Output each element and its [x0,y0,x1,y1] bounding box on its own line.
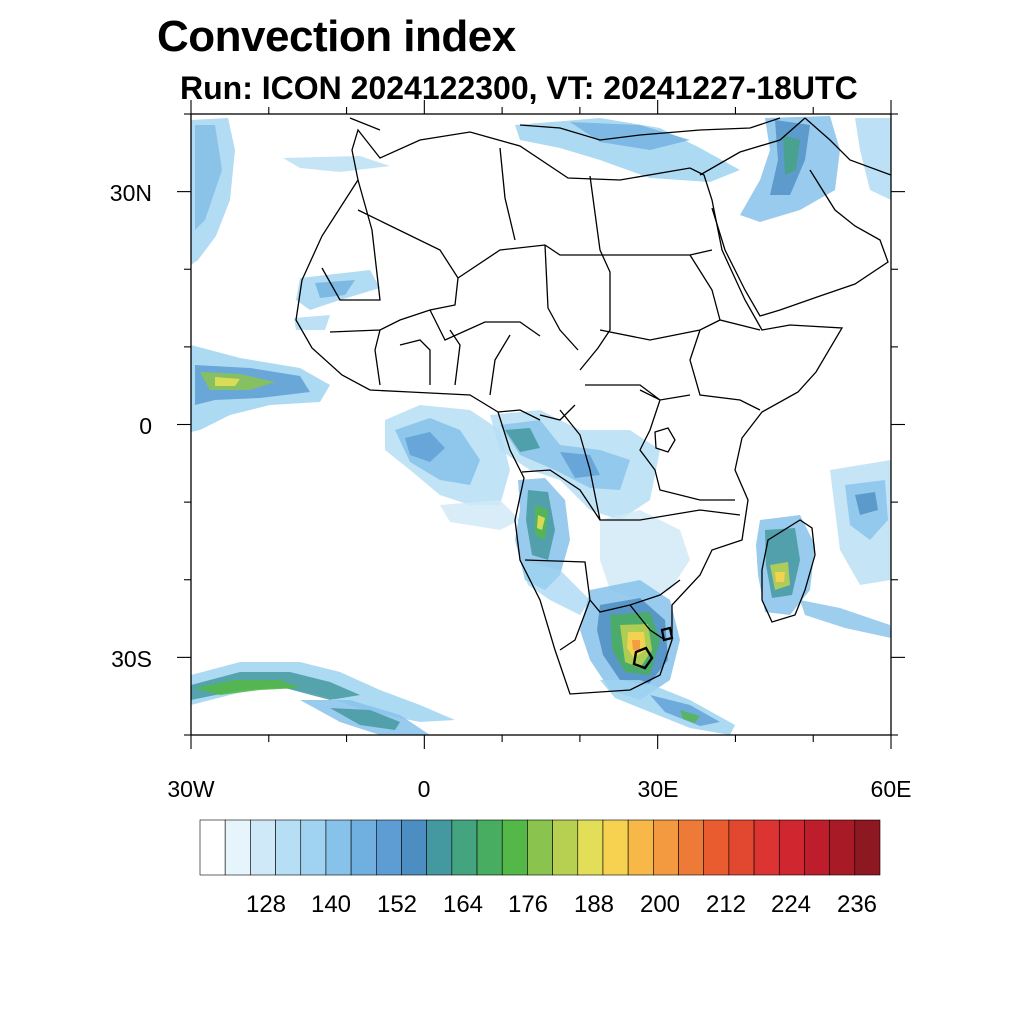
colorbar-swatch [577,819,604,876]
colorbar-swatch [325,819,352,876]
colorbar-swatch [854,819,881,876]
colorbar-label-176: 176 [508,891,548,918]
colorbar-label-200: 200 [640,891,680,918]
colorbar [199,819,881,876]
country-borders [321,147,761,651]
colorbar-swatch [375,819,402,876]
colorbar-swatch [275,819,302,876]
y-tick-label-0: 0 [139,413,152,439]
colorbar-label-164: 164 [443,891,483,918]
colorbar-label-224: 224 [771,891,811,918]
lesotho-border [632,646,654,670]
tick-marks [177,100,905,749]
colorbar-swatch [224,819,251,876]
colorbar-swatch [300,819,327,876]
colorbar-label-152: 152 [377,891,417,918]
colorbar-swatch [778,819,805,876]
lake-victoria-border [654,427,676,453]
colorbar-swatch [250,819,276,876]
x-tick-label-30e: 30E [638,776,679,802]
colorbar-swatch [804,819,830,876]
colorbar-swatch [350,819,377,876]
x-tick-label-60e: 60E [871,776,912,802]
colorbar-label-212: 212 [706,891,746,918]
colorbar-swatch [527,819,553,876]
colorbar-swatch [653,819,679,876]
colorbar-swatch [401,819,427,876]
colorbar-swatch [476,819,503,876]
colorbar-swatch [753,819,780,876]
x-tick-label-0: 0 [418,776,431,802]
convection-field [191,116,891,735]
map-subtitle: Run: ICON 2024122300, VT: 20241227-18UTC [180,70,858,106]
mediterranean-coast-north [349,117,781,141]
colorbar-swatch [703,819,730,876]
coastlines-borders [295,117,891,695]
colorbar-swatch [451,819,478,876]
colorbar-swatch [199,819,226,876]
colorbar-swatch [728,819,755,876]
y-tick-label-30n: 30N [110,180,152,206]
colorbar-swatch [501,819,528,876]
eswatini-border [660,626,674,642]
arabia-coastline [699,117,889,317]
colorbar-swatch [678,819,705,876]
colorbar-swatch [602,819,629,876]
x-tick-label-30w: 30W [167,776,215,802]
colorbar-label-188: 188 [574,891,614,918]
colorbar-swatch [627,819,654,876]
y-tick-label-30s: 30S [111,646,152,672]
madagascar-coastline [761,519,816,623]
colorbar-swatch [829,819,856,876]
map-title: Convection index [157,12,516,61]
persian-gulf-coast [804,117,891,176]
colorbar-label-128: 128 [246,891,286,918]
colorbar-label-140: 140 [311,891,351,918]
colorbar-swatch [552,819,579,876]
colorbar-label-236: 236 [837,891,877,918]
colorbar-swatch [426,819,453,876]
